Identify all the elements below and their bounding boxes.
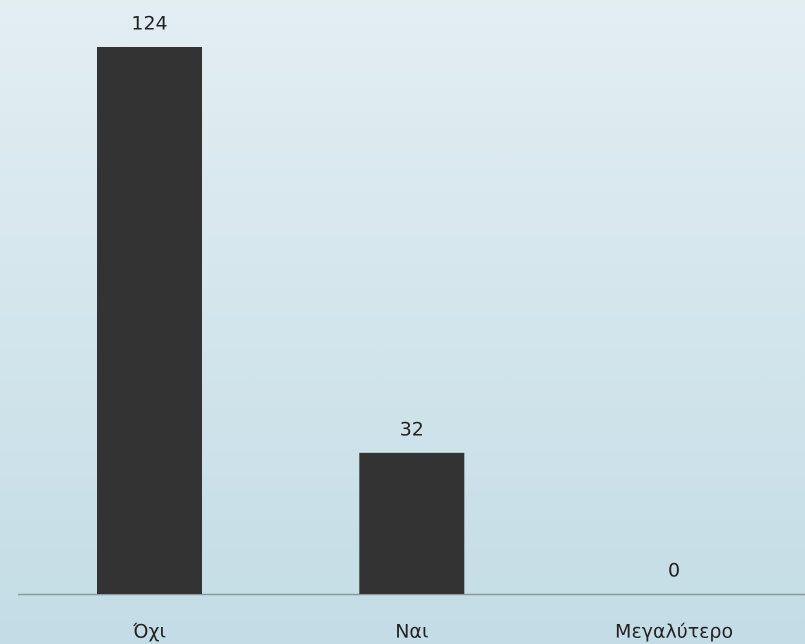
data-label: 0 [668,560,680,582]
bar [359,452,465,594]
x-tick-label: Ναι [395,621,428,643]
x-tick-label: Μεγαλύτερο [615,621,733,643]
x-tick-label: Όχι [132,621,166,643]
data-label: 124 [131,13,167,35]
bar [97,47,202,594]
data-label: 32 [400,418,424,440]
